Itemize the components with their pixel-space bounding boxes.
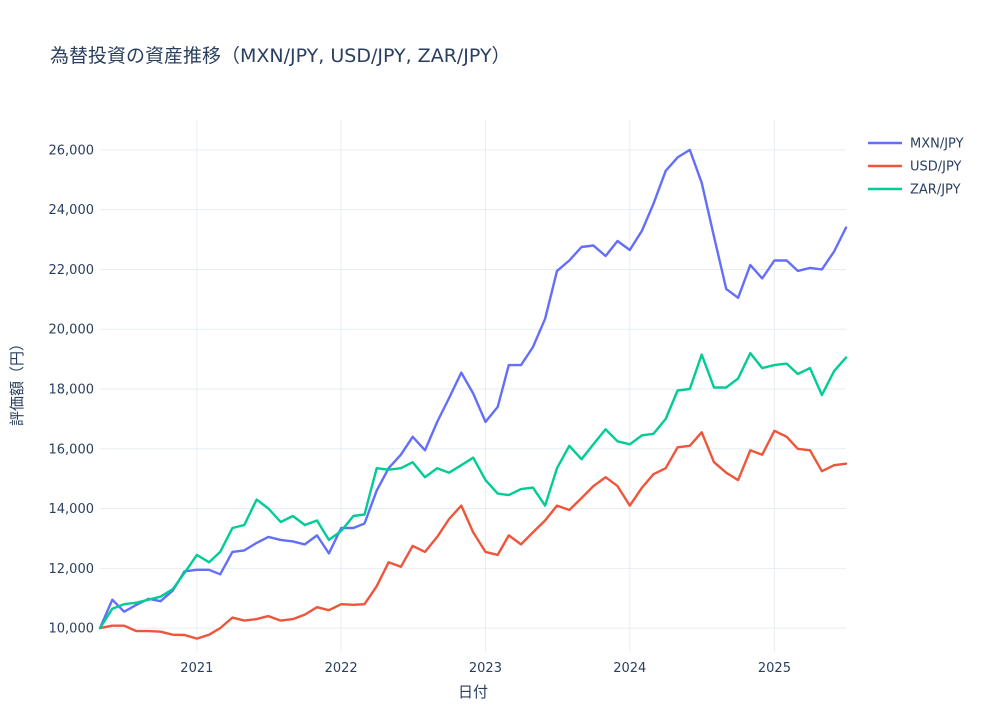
y-tick-label: 24,000 <box>49 203 95 218</box>
y-tick-label: 10,000 <box>49 622 95 637</box>
series-line-usd-jpy[interactable] <box>98 429 848 640</box>
y-tick-label: 16,000 <box>49 442 95 457</box>
y-axis-title: 評価額（円） <box>8 336 26 426</box>
legend-label: ZAR/JPY <box>910 183 961 198</box>
legend-item-mxn-jpy[interactable]: MXN/JPY <box>868 137 964 152</box>
series-layer <box>98 148 848 640</box>
legend-item-zar-jpy[interactable]: ZAR/JPY <box>868 183 961 198</box>
y-tick-label: 12,000 <box>49 562 95 577</box>
y-tick-label: 18,000 <box>49 382 95 397</box>
x-axis-title: 日付 <box>458 683 488 701</box>
y-tick-label: 22,000 <box>49 263 95 278</box>
legend[interactable]: MXN/JPY USD/JPY ZAR/JPY <box>868 137 964 198</box>
chart-title: 為替投資の資産推移（MXN/JPY, USD/JPY, ZAR/JPY） <box>50 45 511 67</box>
y-gridlines <box>100 149 846 629</box>
series-line-mxn-jpy[interactable] <box>98 148 848 630</box>
legend-item-usd-jpy[interactable]: USD/JPY <box>868 160 962 175</box>
x-tick-label: 2023 <box>469 661 502 676</box>
series-line-zar-jpy[interactable] <box>98 351 848 630</box>
x-tick-label: 2021 <box>180 661 213 676</box>
x-gridlines <box>196 120 775 652</box>
y-tick-label: 26,000 <box>49 143 95 158</box>
x-tick-label: 2024 <box>613 661 646 676</box>
y-tick-label: 20,000 <box>49 323 95 338</box>
legend-label: MXN/JPY <box>910 137 964 152</box>
legend-label: USD/JPY <box>910 160 962 175</box>
y-tick-label: 14,000 <box>49 502 95 517</box>
x-tick-label: 2025 <box>758 661 791 676</box>
x-tick-label: 2022 <box>325 661 358 676</box>
y-tick-labels: 10,000 12,000 14,000 16,000 18,000 20,000 22,0… <box>49 143 95 636</box>
x-tick-labels: 2021 2022 2023 2024 2025 <box>180 661 791 676</box>
